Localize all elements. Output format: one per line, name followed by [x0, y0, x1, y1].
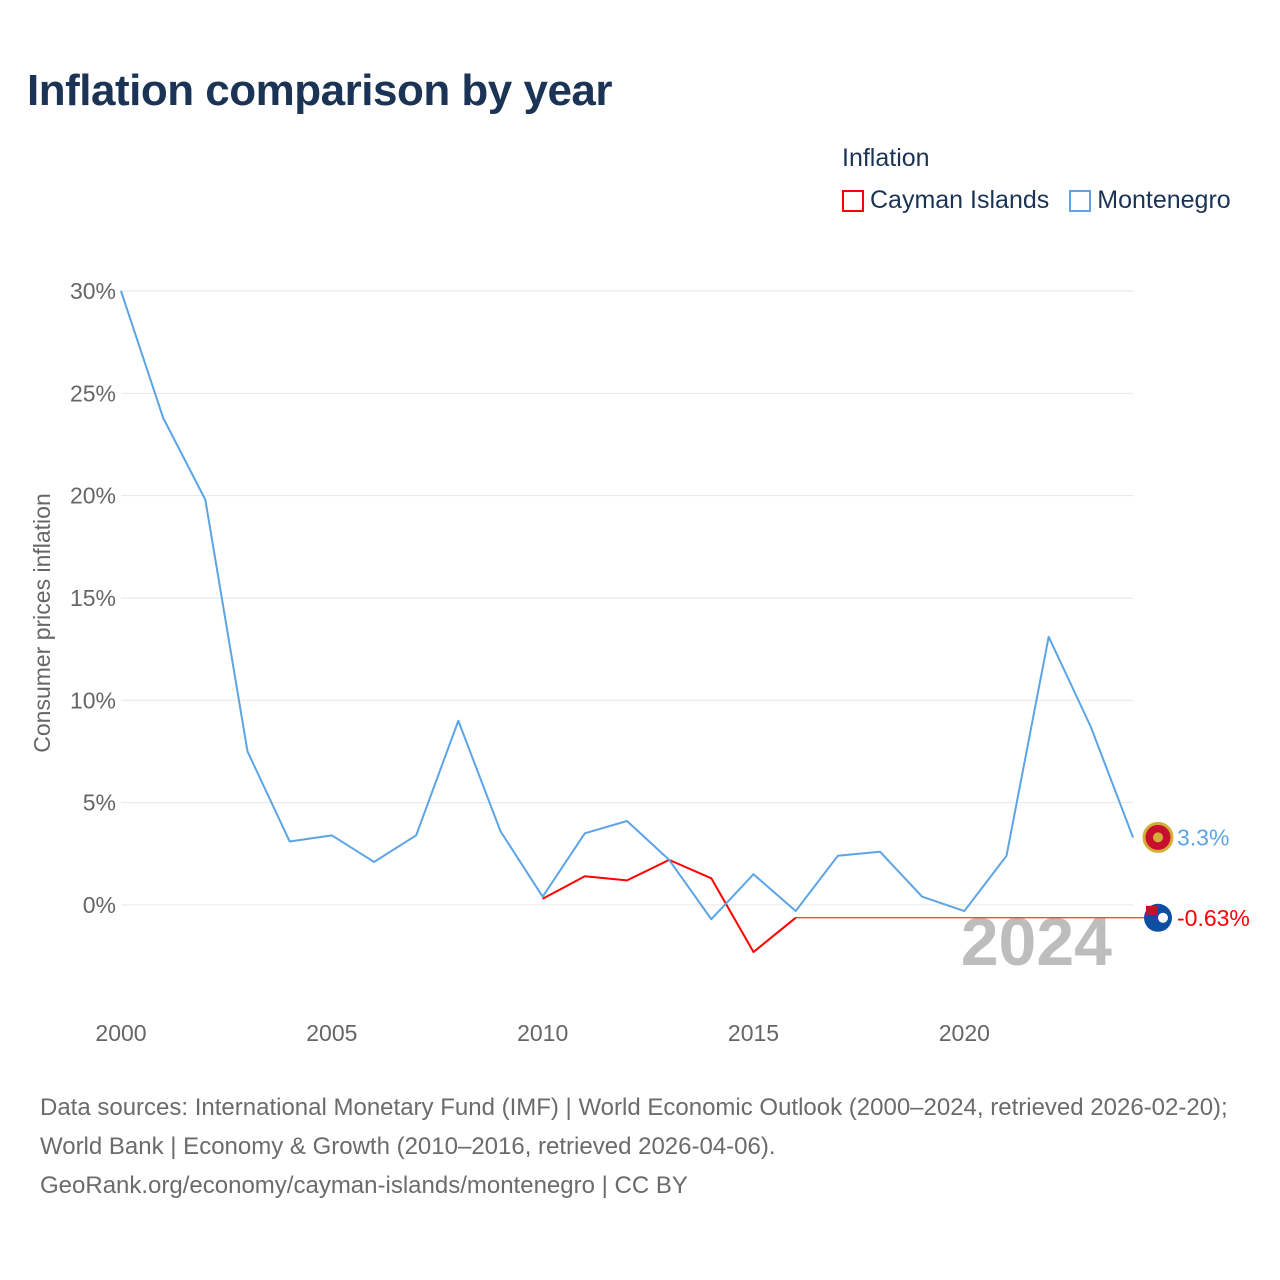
data-point: [331, 834, 333, 836]
data-point: [289, 840, 291, 842]
y-axis-label: Consumer prices inflation: [29, 493, 55, 753]
data-point: [795, 917, 797, 919]
data-point: [710, 918, 712, 920]
data-point: [1090, 726, 1092, 728]
legend-item-montenegro[interactable]: Montenegro: [1069, 186, 1231, 215]
source-text: Data sources: International Monetary Fun…: [40, 1094, 1228, 1160]
data-point: [921, 896, 923, 898]
montenegro-flag-emblem: [1153, 832, 1163, 843]
legend-label: Montenegro: [1097, 186, 1231, 214]
data-point: [373, 861, 375, 863]
year-watermark: 2024: [961, 904, 1112, 980]
legend: Cayman Islands Montenegro: [842, 186, 1231, 215]
data-point: [204, 499, 206, 501]
data-point: [837, 855, 839, 857]
data-point: [879, 851, 881, 853]
cayman-flag-crest: [1158, 912, 1168, 923]
end-label-cayman-islands: -0.63%: [1177, 905, 1250, 931]
legend-item-cayman-islands[interactable]: Cayman Islands: [842, 186, 1049, 215]
data-point: [1048, 636, 1050, 638]
x-tick-label: 2000: [95, 1020, 146, 1046]
end-label-montenegro: 3.3%: [1177, 824, 1229, 850]
data-point: [795, 910, 797, 912]
x-tick-label: 2020: [939, 1020, 990, 1046]
data-point: [162, 417, 164, 419]
source-url[interactable]: GeoRank.org/economy/cayman-islands/monte…: [40, 1172, 688, 1199]
legend-title: Inflation: [842, 144, 930, 172]
series-line-cayman-islands: [542, 858, 797, 953]
x-tick-label: 2005: [306, 1020, 357, 1046]
legend-label: Cayman Islands: [870, 186, 1050, 214]
data-point: [415, 834, 417, 836]
data-point: [120, 290, 122, 292]
y-tick-label: 25%: [70, 380, 116, 406]
y-tick-label: 10%: [70, 687, 116, 713]
x-tick-label: 2010: [517, 1020, 568, 1046]
data-point: [710, 877, 712, 879]
data-point: [584, 832, 586, 834]
data-point: [753, 951, 754, 953]
x-tick-label: 2015: [728, 1020, 779, 1046]
data-point: [1132, 836, 1134, 838]
data-point: [457, 720, 459, 722]
chart-title: Inflation comparison by year: [27, 66, 613, 115]
data-point: [963, 910, 965, 912]
data-point: [668, 859, 670, 861]
data-point: [584, 875, 586, 877]
source-note: Data sources: International Monetary Fun…: [40, 1088, 1250, 1205]
data-point: [753, 873, 754, 875]
y-tick-label: 30%: [70, 278, 116, 304]
data-point: [626, 879, 628, 881]
data-point: [1006, 855, 1007, 857]
y-tick-label: 5%: [83, 790, 116, 816]
data-point: [626, 820, 628, 822]
series-line-montenegro: [120, 290, 1134, 921]
data-point: [542, 896, 544, 898]
y-tick-label: 15%: [70, 585, 116, 611]
data-point: [500, 830, 501, 832]
cayman-flag-union-jack: [1146, 905, 1157, 915]
legend-swatch-montenegro: [1069, 189, 1092, 212]
data-point: [247, 750, 248, 752]
y-tick-label: 20%: [70, 483, 116, 509]
legend-swatch-cayman: [842, 189, 864, 212]
y-tick-label: 0%: [83, 892, 116, 918]
data-point: [542, 898, 544, 900]
